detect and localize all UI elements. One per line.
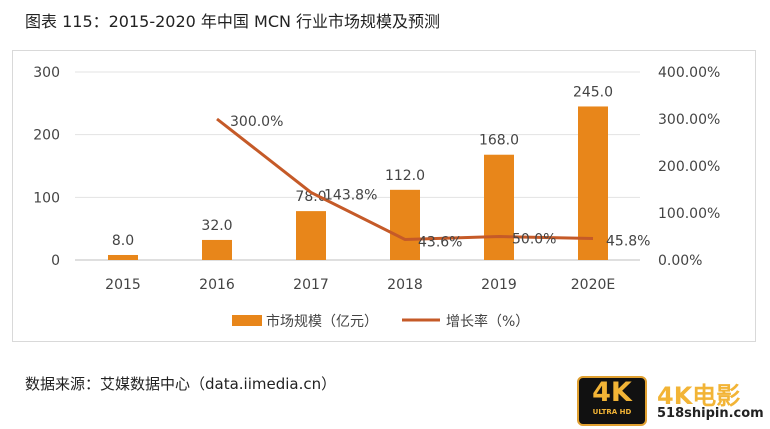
4k-badge: 4K ULTRA HD: [577, 376, 647, 426]
bar-data-label: 32.0: [201, 218, 232, 234]
site-text: 518shipin.com: [657, 406, 764, 421]
line-data-label: 143.8%: [324, 187, 377, 203]
legend-label-bar: 市场规模（亿元）: [266, 313, 378, 330]
x-tick-label: 2020E: [571, 277, 615, 293]
bar: [108, 254, 138, 260]
bar-data-label: 78.0: [295, 189, 326, 205]
right-tick-label: 400.00%: [658, 65, 720, 81]
legend-label-line: 增长率（%）: [446, 313, 529, 330]
bar: [484, 154, 514, 260]
left-tick-label: 300: [33, 65, 60, 81]
x-tick-label: 2016: [199, 277, 235, 293]
right-tick-label: 300.00%: [658, 112, 720, 128]
chart-frame: [12, 50, 756, 342]
watermark-logo: 4K ULTRA HD 4K电影 518shipin.com: [577, 376, 767, 426]
bar: [390, 189, 420, 260]
bar: [296, 211, 326, 260]
line-data-label: 50.0%: [512, 232, 556, 248]
left-tick-label: 0: [51, 253, 60, 269]
x-tick-label: 2017: [293, 277, 329, 293]
bar-data-label: 112.0: [385, 168, 425, 184]
legend-swatch-bar: [232, 315, 262, 326]
right-tick-label: 100.00%: [658, 206, 720, 222]
bar-data-label: 8.0: [112, 233, 134, 249]
bar-data-label: 168.0: [479, 133, 519, 149]
bar-data-label: 245.0: [573, 84, 613, 100]
right-tick-label: 200.00%: [658, 159, 720, 175]
bar: [202, 239, 232, 260]
line-data-label: 45.8%: [606, 233, 650, 249]
x-tick-label: 2018: [387, 277, 423, 293]
line-data-label: 43.6%: [418, 235, 462, 251]
source-note: 数据来源：艾媒数据中心（data.iimedia.cn）: [25, 375, 337, 393]
growth-line: [216, 117, 594, 242]
x-tick-label: 2019: [481, 277, 517, 293]
left-tick-label: 200: [33, 128, 60, 144]
chart-title: 图表 115：2015-2020 年中国 MCN 行业市场规模及预测: [25, 12, 441, 31]
right-tick-label: 0.00%: [658, 253, 702, 269]
brand-text: 4K电影: [657, 382, 741, 410]
line-data-label: 300.0%: [230, 114, 283, 130]
bar: [578, 106, 608, 260]
x-tick-label: 2015: [105, 277, 141, 293]
left-tick-label: 100: [33, 190, 60, 206]
